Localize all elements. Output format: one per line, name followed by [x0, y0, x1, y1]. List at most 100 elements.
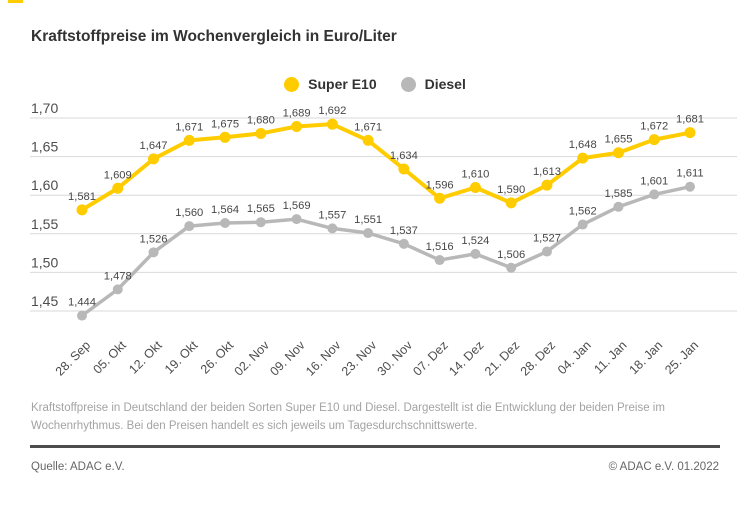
diesel-value-label: 1,478 [104, 270, 132, 282]
y-axis-tick-label: 1,50 [31, 254, 58, 270]
x-axis-tick-label: 26. Okt [198, 338, 237, 377]
diesel-value-label: 1,564 [211, 204, 239, 216]
super-e10-value-label: 1,680 [247, 114, 275, 126]
super-e10-point [362, 134, 374, 146]
diesel-point [291, 214, 302, 225]
diesel-value-label: 1,585 [604, 188, 632, 200]
super-e10-point [434, 192, 446, 204]
super-e10-value-label: 1,675 [211, 118, 239, 130]
super-e10-point [291, 120, 303, 132]
legend-label-diesel: Diesel [424, 76, 466, 92]
diesel-value-label: 1,569 [283, 200, 311, 212]
super-e10-value-label: 1,647 [140, 140, 168, 152]
super-e10-point [255, 127, 267, 139]
diesel-value-label: 1,527 [533, 233, 561, 245]
super-e10-value-label: 1,672 [640, 121, 668, 133]
super-e10-value-label: 1,692 [318, 105, 346, 117]
x-axis-tick-label: 30. Nov [375, 338, 416, 379]
x-axis-tick-label: 23. Nov [339, 338, 380, 379]
diesel-value-label: 1,551 [354, 214, 382, 226]
super-e10-value-label: 1,581 [68, 191, 96, 203]
x-axis-tick-label: 11. Jan [591, 338, 629, 376]
diesel-value-label: 1,565 [247, 203, 275, 215]
x-axis-tick-label: 02. Nov [232, 338, 273, 379]
super-e10-point [326, 118, 338, 130]
x-axis-tick-label: 09. Nov [267, 338, 308, 379]
diesel-value-label: 1,557 [318, 209, 346, 221]
legend-item-super-e10: Super E10 [284, 76, 377, 92]
diesel-point [148, 247, 159, 258]
x-axis-tick-label: 12. Okt [126, 338, 165, 377]
super-e10-value-label: 1,655 [604, 134, 632, 146]
diesel-value-label: 1,537 [390, 225, 418, 237]
diesel-point [363, 228, 374, 239]
diesel-value-label: 1,562 [569, 206, 597, 218]
diesel-value-label: 1,601 [640, 175, 668, 187]
x-axis-tick-label: 25. Jan [662, 338, 701, 377]
x-axis-tick-label: 19. Okt [162, 338, 201, 377]
source-label: Quelle: ADAC e.V. [31, 461, 125, 473]
diesel-point [685, 181, 695, 192]
diesel-value-label: 1,506 [497, 249, 525, 261]
diesel-point [541, 246, 552, 257]
super-e10-value-label: 1,590 [497, 184, 525, 196]
super-e10-point [648, 134, 660, 146]
y-axis-tick-label: 1,70 [31, 100, 58, 116]
copyright-label: © ADAC e.V. 01.2022 [608, 461, 719, 473]
super-e10-value-label: 1,634 [390, 150, 418, 162]
diesel-point [506, 262, 517, 273]
brand-accent-dash [8, 0, 23, 3]
super-e10-value-label: 1,596 [426, 179, 454, 191]
super-e10-point [541, 179, 553, 191]
x-axis-tick-label: 28. Sep [53, 338, 93, 378]
y-axis-tick-label: 1,60 [31, 177, 58, 193]
super-e10-point [505, 197, 517, 209]
super-e10-value-label: 1,681 [676, 114, 704, 126]
super-e10-point [112, 182, 124, 194]
diesel-value-label: 1,444 [68, 297, 96, 309]
x-axis-tick-label: 04. Jan [555, 338, 594, 377]
chart-title: Kraftstoffpreise im Wochenvergleich in E… [31, 28, 397, 45]
super-e10-value-label: 1,671 [175, 121, 203, 133]
diesel-point [255, 217, 266, 228]
x-axis-tick-label: 14. Dez [446, 338, 486, 378]
diesel-value-label: 1,516 [426, 241, 454, 253]
diesel-point [112, 284, 123, 295]
diesel-value-label: 1,524 [461, 235, 489, 247]
y-axis-tick-label: 1,65 [31, 139, 58, 155]
legend-label-super-e10: Super E10 [308, 76, 377, 92]
y-axis-tick-label: 1,55 [31, 216, 58, 232]
super-e10-point [148, 153, 160, 165]
diesel-point [327, 223, 338, 234]
super-e10-point [398, 163, 410, 175]
diesel-point [398, 238, 409, 249]
diesel-point [434, 255, 445, 266]
x-axis-tick-label: 07. Dez [410, 338, 450, 378]
diesel-point [649, 189, 660, 200]
super-e10-point [577, 152, 589, 164]
super-e10-line [80, 122, 692, 212]
diesel-series-dot-icon [400, 76, 416, 92]
chart-description: Kraftstoffpreise in Deutschland der beid… [31, 402, 665, 432]
super-e10-value-label: 1,648 [569, 139, 597, 151]
super-e10-point [612, 147, 624, 159]
diesel-line [80, 184, 692, 318]
footer-divider [30, 445, 720, 448]
diesel-point [220, 217, 231, 228]
chart-legend: Super E10 Diesel [0, 76, 750, 92]
y-axis-tick-label: 1,45 [31, 293, 58, 309]
x-axis-tick-label: 18. Jan [626, 338, 665, 377]
footer: Quelle: ADAC e.V. © ADAC e.V. 01.2022 [31, 461, 719, 473]
super-e10-point [684, 127, 696, 139]
x-axis-tick-label: 28. Dez [518, 338, 558, 378]
super-e10-value-label: 1,671 [354, 121, 382, 133]
super-e10-series-dot-icon [284, 76, 300, 92]
x-axis-tick-label: 21. Dez [482, 338, 522, 378]
diesel-value-label: 1,611 [676, 168, 703, 180]
x-axis-tick-label: 16. Nov [303, 338, 344, 379]
diesel-value-label: 1,560 [175, 207, 203, 219]
x-axis-tick-label: 05. Okt [90, 338, 129, 377]
super-e10-point [469, 181, 481, 193]
